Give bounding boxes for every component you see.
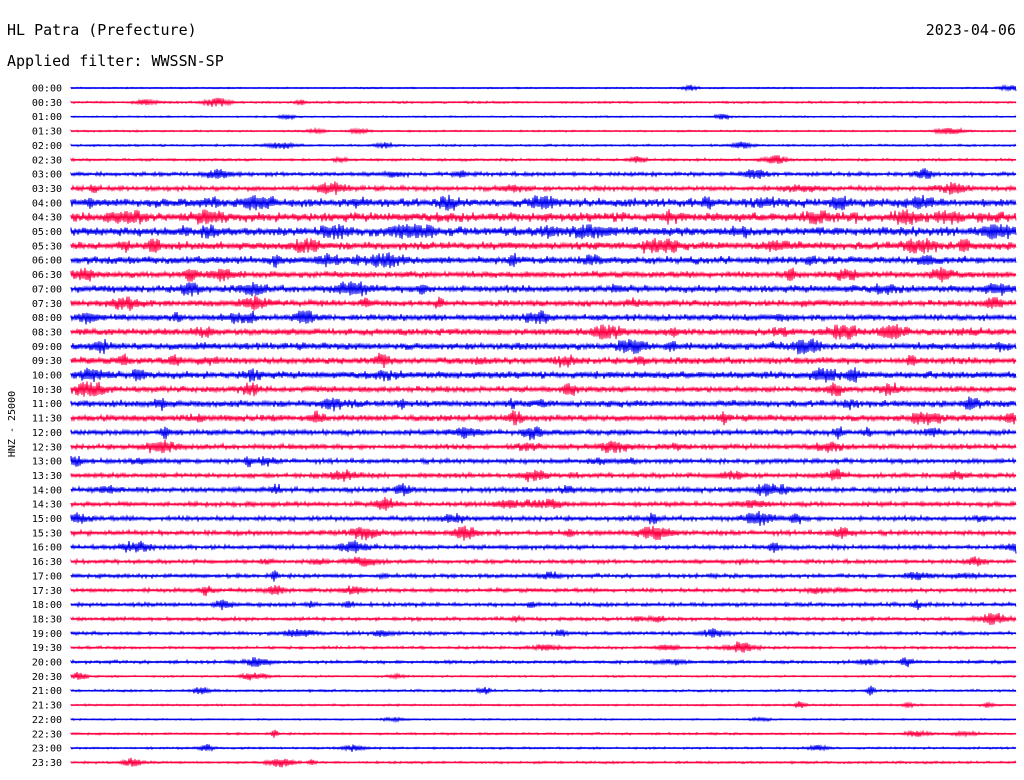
time-label-2300: 23:00 [32, 744, 62, 755]
trace-0530 [70, 238, 1017, 254]
time-label-0100: 01:00 [32, 112, 62, 123]
time-label-0730: 07:30 [32, 299, 62, 310]
trace-1100 [70, 396, 1017, 412]
time-label-1130: 11:30 [32, 414, 62, 425]
time-label-2230: 22:30 [32, 729, 62, 740]
time-label-1830: 18:30 [32, 614, 62, 625]
time-label-0900: 09:00 [32, 342, 62, 353]
time-label-2000: 20:00 [32, 658, 62, 669]
time-label-0200: 02:00 [32, 141, 62, 152]
time-label-0500: 05:00 [32, 227, 62, 238]
time-label-0130: 01:30 [32, 127, 62, 138]
time-label-1800: 18:00 [32, 600, 62, 611]
station-title: HL Patra (Prefecture) [7, 21, 197, 39]
time-label-0630: 06:30 [32, 270, 62, 281]
time-label-1200: 12:00 [32, 428, 62, 439]
date-label: 2023-04-06 [926, 21, 1016, 39]
time-label-1300: 13:00 [32, 457, 62, 468]
time-label-1730: 17:30 [32, 586, 62, 597]
time-label-1100: 11:00 [32, 399, 62, 410]
trace-0430 [70, 209, 1017, 226]
time-label-1230: 12:30 [32, 442, 62, 453]
time-label-1030: 10:30 [32, 385, 62, 396]
time-label-0430: 04:30 [32, 213, 62, 224]
time-label-2330: 23:30 [32, 758, 62, 769]
time-label-2030: 20:30 [32, 672, 62, 683]
time-label-1930: 19:30 [32, 643, 62, 654]
time-label-0800: 08:00 [32, 313, 62, 324]
time-label-0930: 09:30 [32, 356, 62, 367]
time-label-0830: 08:30 [32, 327, 62, 338]
time-label-0030: 00:30 [32, 98, 62, 109]
time-label-1600: 16:00 [32, 543, 62, 554]
time-label-0330: 03:30 [32, 184, 62, 195]
time-label-1430: 14:30 [32, 500, 62, 511]
seismic-traces [70, 84, 1017, 768]
time-label-1330: 13:30 [32, 471, 62, 482]
time-label-2100: 21:00 [32, 686, 62, 697]
trace-0630 [70, 266, 1017, 283]
time-label-1500: 15:00 [32, 514, 62, 525]
time-label-0000: 00:00 [32, 84, 62, 95]
time-label-0400: 04:00 [32, 198, 62, 209]
time-label-0600: 06:00 [32, 256, 62, 267]
time-label-1900: 19:00 [32, 629, 62, 640]
time-label-1000: 10:00 [32, 371, 62, 382]
time-label-2200: 22:00 [32, 715, 62, 726]
time-label-0700: 07:00 [32, 284, 62, 295]
time-label-0530: 05:30 [32, 241, 62, 252]
time-label-1630: 16:30 [32, 557, 62, 568]
time-label-0300: 03:00 [32, 170, 62, 181]
time-label-1400: 14:00 [32, 485, 62, 496]
time-label-0230: 02:30 [32, 155, 62, 166]
time-label-2130: 21:30 [32, 701, 62, 712]
filter-label: Applied filter: WWSSN-SP [7, 52, 224, 70]
time-label-1530: 15:30 [32, 528, 62, 539]
y-axis-label: HNZ - 25000 [7, 391, 18, 457]
time-tick-labels: 00:00 00:30 01:00 01:30 02:00 02:30 03:00 03:30… [32, 84, 62, 769]
time-label-1700: 17:00 [32, 571, 62, 582]
